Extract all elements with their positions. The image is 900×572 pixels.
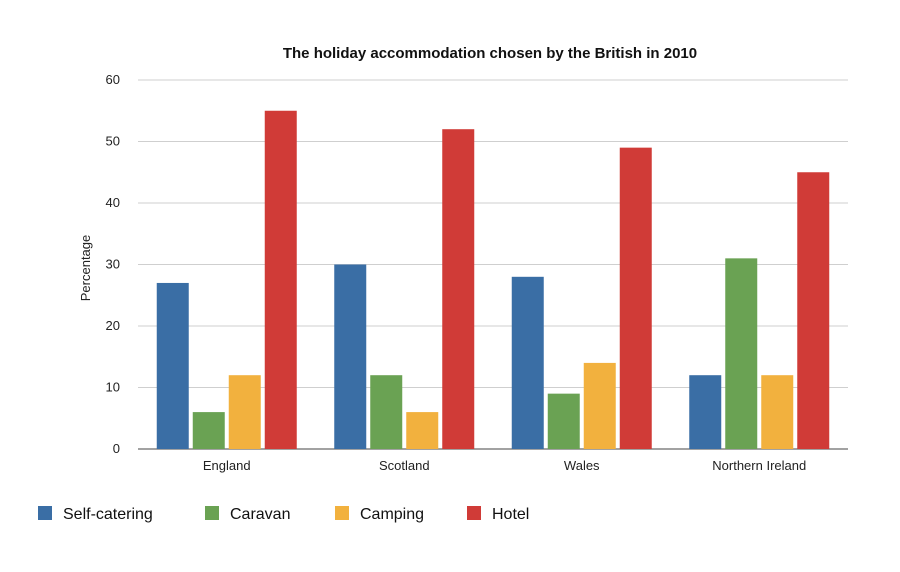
legend: Self-catering Caravan Camping Hotel xyxy=(38,506,529,523)
bar-caravan-wales xyxy=(547,393,580,449)
y-axis-label: Percentage xyxy=(78,235,93,302)
bar-self-catering-wales xyxy=(511,276,544,449)
bar-camping-northern-ireland xyxy=(761,375,794,449)
y-tick-label: 0 xyxy=(113,441,120,456)
y-tick-label: 20 xyxy=(106,318,120,333)
bar-caravan-england xyxy=(192,412,225,449)
x-axis-categories: England Scotland Wales Northern Ireland xyxy=(203,458,806,473)
bar-camping-scotland xyxy=(406,412,439,449)
bar-camping-england xyxy=(228,375,261,449)
legend-label: Self-catering xyxy=(63,506,153,523)
x-category-label: Wales xyxy=(564,458,600,473)
bar-hotel-scotland xyxy=(442,129,475,449)
bar-self-catering-scotland xyxy=(334,264,367,449)
x-category-label: Northern Ireland xyxy=(712,458,806,473)
x-category-label: Scotland xyxy=(379,458,430,473)
bar-camping-wales xyxy=(583,362,616,449)
x-category-label: England xyxy=(203,458,251,473)
y-tick-label: 50 xyxy=(106,134,120,149)
bar-hotel-northern-ireland xyxy=(797,172,830,449)
bars xyxy=(156,110,830,449)
legend-label: Hotel xyxy=(492,506,529,523)
legend-swatch xyxy=(38,506,52,520)
bar-caravan-scotland xyxy=(370,375,403,449)
y-axis-ticks: 0 10 20 30 40 50 60 xyxy=(106,72,120,456)
legend-swatch xyxy=(335,506,349,520)
y-tick-label: 30 xyxy=(106,257,120,272)
chart-title: The holiday accommodation chosen by the … xyxy=(283,45,697,62)
bar-self-catering-england xyxy=(156,282,189,449)
y-tick-label: 10 xyxy=(106,380,120,395)
bar-caravan-northern-ireland xyxy=(725,258,758,449)
legend-swatch xyxy=(467,506,481,520)
bar-hotel-wales xyxy=(619,147,652,449)
legend-label: Camping xyxy=(360,506,424,523)
y-tick-label: 40 xyxy=(106,195,120,210)
legend-swatch xyxy=(205,506,219,520)
legend-label: Caravan xyxy=(230,506,290,523)
bar-hotel-england xyxy=(264,110,297,449)
bar-self-catering-northern-ireland xyxy=(689,375,722,449)
y-tick-label: 60 xyxy=(106,72,120,87)
